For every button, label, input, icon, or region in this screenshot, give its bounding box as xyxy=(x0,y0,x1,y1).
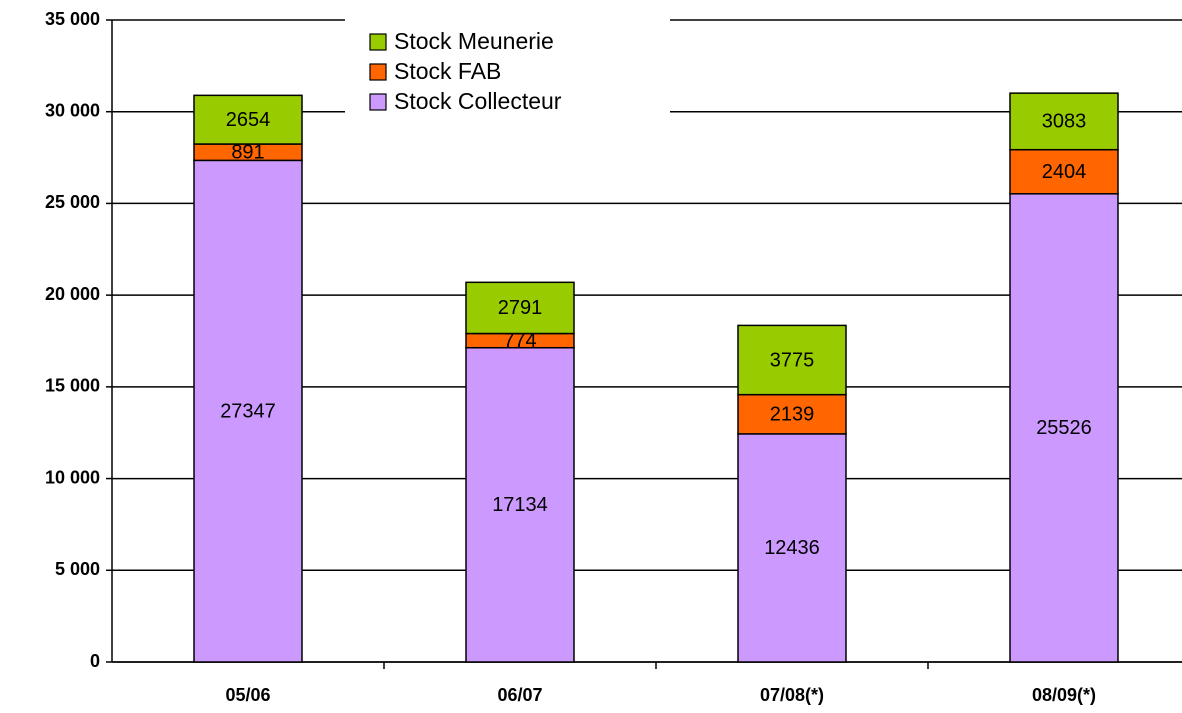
value-label: 774 xyxy=(503,330,536,352)
value-label: 12436 xyxy=(764,537,820,559)
legend-swatch xyxy=(369,33,387,51)
legend-box xyxy=(345,14,670,126)
y-tick-label: 35 000 xyxy=(45,9,100,29)
legend-label: Stock Collecteur xyxy=(394,88,562,114)
y-tick-label: 15 000 xyxy=(45,376,100,396)
bar-segment xyxy=(737,433,847,663)
bar-segment xyxy=(737,324,847,396)
y-tick-label: 25 000 xyxy=(45,192,100,212)
bar-segment xyxy=(1009,92,1119,151)
value-label: 3775 xyxy=(770,349,815,371)
legend-swatch xyxy=(369,93,387,111)
y-tick-label: 5 000 xyxy=(55,559,100,579)
x-tick-label: 08/09(*) xyxy=(1032,685,1096,705)
y-tick-label: 0 xyxy=(90,651,100,671)
legend-label: Stock Meunerie xyxy=(394,28,554,54)
value-label: 2791 xyxy=(498,297,543,319)
value-label: 2404 xyxy=(1042,161,1087,183)
legend-label: Stock FAB xyxy=(394,58,501,84)
value-label: 27347 xyxy=(220,400,276,422)
x-tick-label: 07/08(*) xyxy=(760,685,824,705)
value-label: 25526 xyxy=(1036,417,1092,439)
legend-swatch xyxy=(369,63,387,81)
value-label: 2139 xyxy=(770,404,815,426)
x-tick-label: 05/06 xyxy=(225,685,270,705)
value-label: 3083 xyxy=(1042,111,1087,133)
bar-segment xyxy=(465,346,575,663)
y-tick-label: 30 000 xyxy=(45,100,100,120)
value-label: 891 xyxy=(231,141,264,163)
y-tick-label: 10 000 xyxy=(45,467,100,487)
y-tick-label: 20 000 xyxy=(45,284,100,304)
bar-segment xyxy=(465,281,575,335)
bar-segment xyxy=(1009,148,1119,195)
value-label: 17134 xyxy=(492,494,548,516)
bar-segment xyxy=(193,94,303,145)
bar-segment xyxy=(1009,193,1119,663)
x-tick-label: 06/07 xyxy=(497,685,542,705)
bar-segment xyxy=(737,393,847,435)
value-label: 2654 xyxy=(226,109,271,131)
